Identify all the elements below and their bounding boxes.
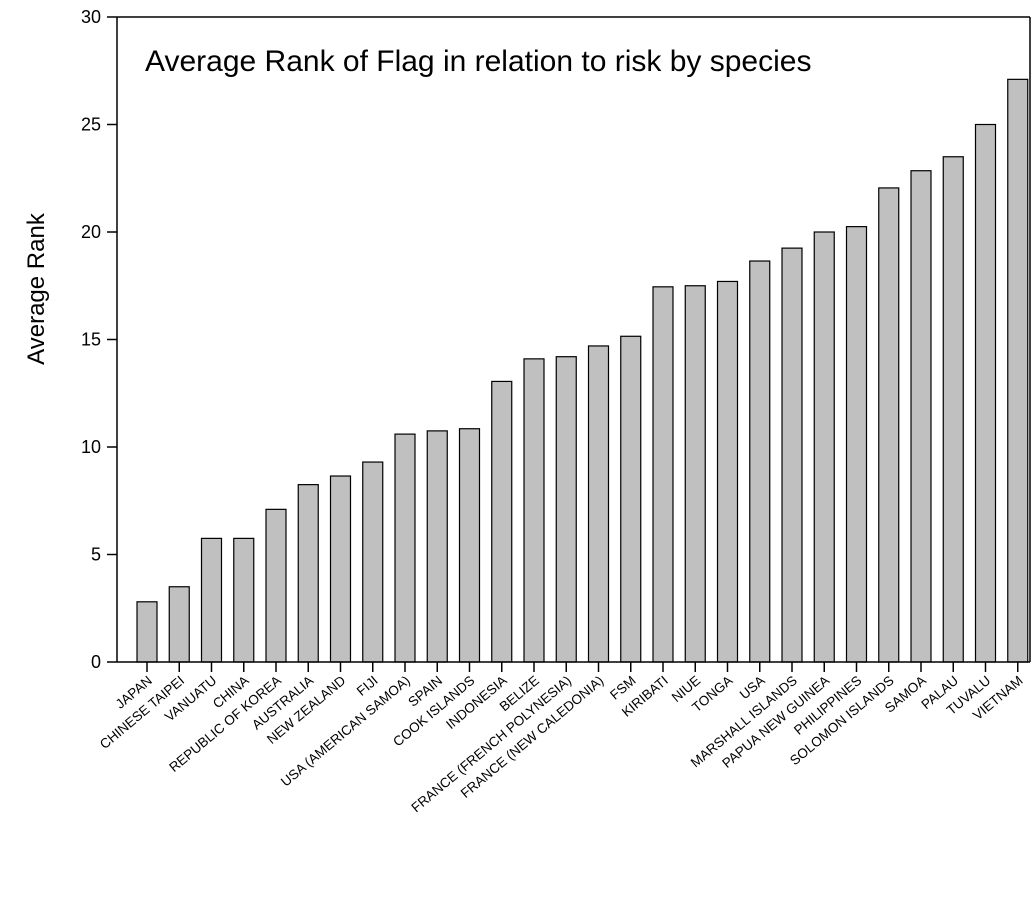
bar — [974, 123, 997, 663]
y-axis-title: Average Rank — [23, 212, 50, 365]
bar — [684, 285, 706, 663]
bar — [910, 170, 932, 663]
bar — [652, 286, 674, 663]
bar — [813, 231, 835, 663]
bar — [716, 280, 739, 663]
bar — [1007, 78, 1029, 663]
y-tick-label: 10 — [81, 437, 101, 457]
bar — [781, 247, 803, 663]
y-ticks: 0 5 10 15 20 25 30 — [81, 7, 117, 672]
bar — [620, 335, 642, 663]
bar — [200, 537, 223, 663]
bar — [233, 537, 255, 663]
bar — [845, 226, 868, 663]
bar — [555, 356, 577, 663]
bar — [491, 380, 513, 663]
bar — [394, 433, 416, 663]
bar — [749, 260, 771, 663]
y-tick-label: 30 — [81, 7, 101, 27]
bar — [878, 187, 900, 663]
bar — [168, 586, 190, 663]
bar — [523, 358, 545, 663]
y-tick-label: 20 — [81, 222, 101, 242]
bar — [458, 428, 481, 663]
y-tick-label: 5 — [91, 545, 101, 565]
bar — [329, 475, 352, 663]
bars-layer — [136, 78, 1029, 663]
bar — [297, 484, 319, 663]
y-tick-label: 25 — [81, 115, 101, 135]
y-tick-label: 15 — [81, 330, 101, 350]
bar — [265, 508, 287, 663]
bar — [587, 345, 610, 663]
bar — [136, 601, 158, 663]
bar — [942, 156, 964, 663]
y-tick-label: 0 — [91, 652, 101, 672]
chart-title: Average Rank of Flag in relation to risk… — [145, 45, 811, 78]
bar — [426, 430, 448, 663]
bar — [362, 461, 384, 663]
